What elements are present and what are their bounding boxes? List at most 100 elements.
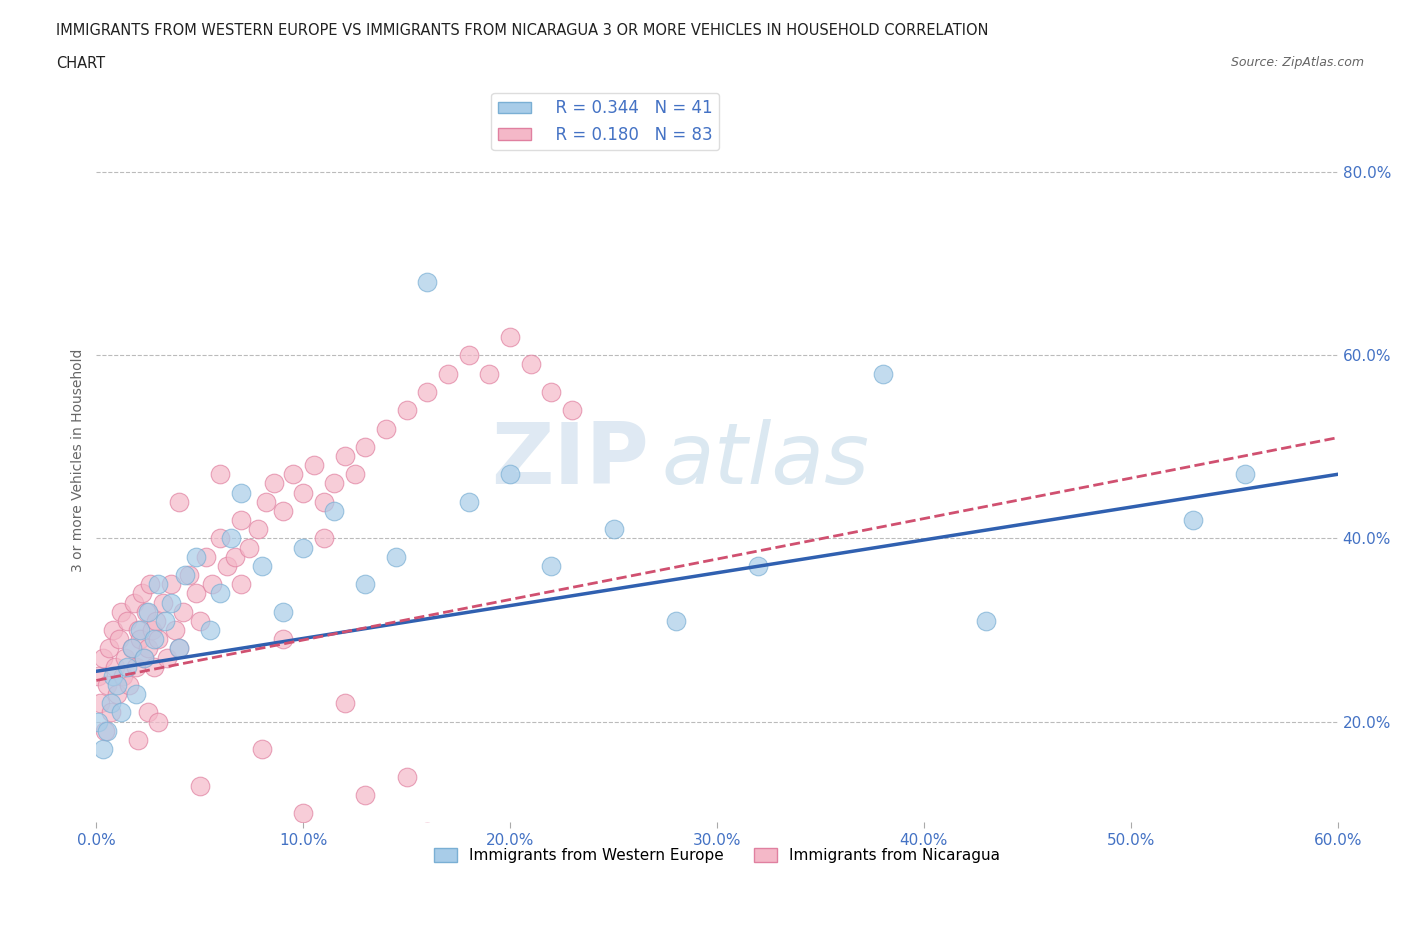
Point	[250, 742, 273, 757]
Point	[127, 733, 149, 748]
Point	[89, 696, 111, 711]
Point	[96, 724, 118, 738]
Point	[184, 586, 207, 601]
Text: atlas: atlas	[661, 419, 869, 502]
Point	[254, 495, 277, 510]
Point	[105, 686, 128, 701]
Point	[132, 650, 155, 665]
Point	[209, 586, 232, 601]
Point	[499, 467, 522, 482]
Point	[540, 559, 562, 574]
Point	[302, 458, 325, 472]
Point	[131, 586, 153, 601]
Point	[104, 659, 127, 674]
Point	[124, 659, 146, 674]
Point	[159, 577, 181, 591]
Point	[201, 577, 224, 591]
Point	[148, 631, 170, 646]
Point	[602, 522, 624, 537]
Point	[91, 650, 114, 665]
Point	[87, 714, 110, 729]
Point	[478, 366, 501, 381]
Point	[231, 577, 253, 591]
Point	[136, 604, 159, 619]
Point	[375, 421, 398, 436]
Point	[231, 512, 253, 527]
Point	[114, 650, 136, 665]
Point	[148, 714, 170, 729]
Point	[139, 577, 162, 591]
Point	[312, 495, 335, 510]
Text: Source: ZipAtlas.com: Source: ZipAtlas.com	[1230, 56, 1364, 69]
Point	[323, 503, 346, 518]
Point	[499, 329, 522, 344]
Point	[238, 540, 260, 555]
Point	[231, 485, 253, 500]
Point	[872, 366, 894, 381]
Point	[292, 540, 315, 555]
Point	[117, 614, 139, 629]
Point	[416, 384, 439, 399]
Point	[271, 604, 294, 619]
Text: CHART: CHART	[56, 56, 105, 71]
Point	[195, 550, 218, 565]
Point	[198, 622, 221, 637]
Point	[152, 595, 174, 610]
Point	[323, 476, 346, 491]
Text: IMMIGRANTS FROM WESTERN EUROPE VS IMMIGRANTS FROM NICARAGUA 3 OR MORE VEHICLES I: IMMIGRANTS FROM WESTERN EUROPE VS IMMIGR…	[56, 23, 988, 38]
Point	[219, 531, 242, 546]
Point	[97, 641, 120, 656]
Point	[354, 577, 377, 591]
Text: ZIP: ZIP	[491, 419, 648, 502]
Point	[271, 631, 294, 646]
Point	[128, 631, 150, 646]
Point	[333, 696, 356, 711]
Point	[156, 650, 179, 665]
Point	[1181, 512, 1204, 527]
Point	[135, 604, 157, 619]
Point	[292, 485, 315, 500]
Point	[153, 614, 176, 629]
Point	[118, 678, 141, 693]
Point	[312, 531, 335, 546]
Point	[209, 467, 232, 482]
Point	[110, 705, 132, 720]
Point	[101, 669, 124, 684]
Point	[1233, 467, 1256, 482]
Point	[457, 348, 479, 363]
Point	[215, 559, 238, 574]
Point	[209, 531, 232, 546]
Point	[561, 403, 583, 418]
Point	[101, 622, 124, 637]
Point	[132, 650, 155, 665]
Point	[395, 769, 418, 784]
Point	[167, 641, 190, 656]
Point	[148, 577, 170, 591]
Point	[343, 467, 366, 482]
Point	[163, 622, 186, 637]
Point	[100, 705, 122, 720]
Point	[457, 495, 479, 510]
Point	[172, 604, 194, 619]
Point	[747, 559, 769, 574]
Point	[246, 522, 269, 537]
Y-axis label: 3 or more Vehicles in Household: 3 or more Vehicles in Household	[72, 349, 86, 572]
Point	[416, 274, 439, 289]
Point	[117, 659, 139, 674]
Point	[271, 503, 294, 518]
Point	[174, 567, 197, 582]
Point	[354, 439, 377, 454]
Point	[143, 659, 166, 674]
Point	[395, 403, 418, 418]
Legend: Immigrants from Western Europe, Immigrants from Nicaragua: Immigrants from Western Europe, Immigran…	[427, 842, 1007, 869]
Point	[385, 550, 408, 565]
Point	[121, 641, 143, 656]
Point	[167, 641, 190, 656]
Point	[143, 631, 166, 646]
Point	[188, 614, 211, 629]
Point	[437, 366, 460, 381]
Point	[91, 742, 114, 757]
Point	[108, 631, 131, 646]
Point	[540, 384, 562, 399]
Point	[520, 357, 543, 372]
